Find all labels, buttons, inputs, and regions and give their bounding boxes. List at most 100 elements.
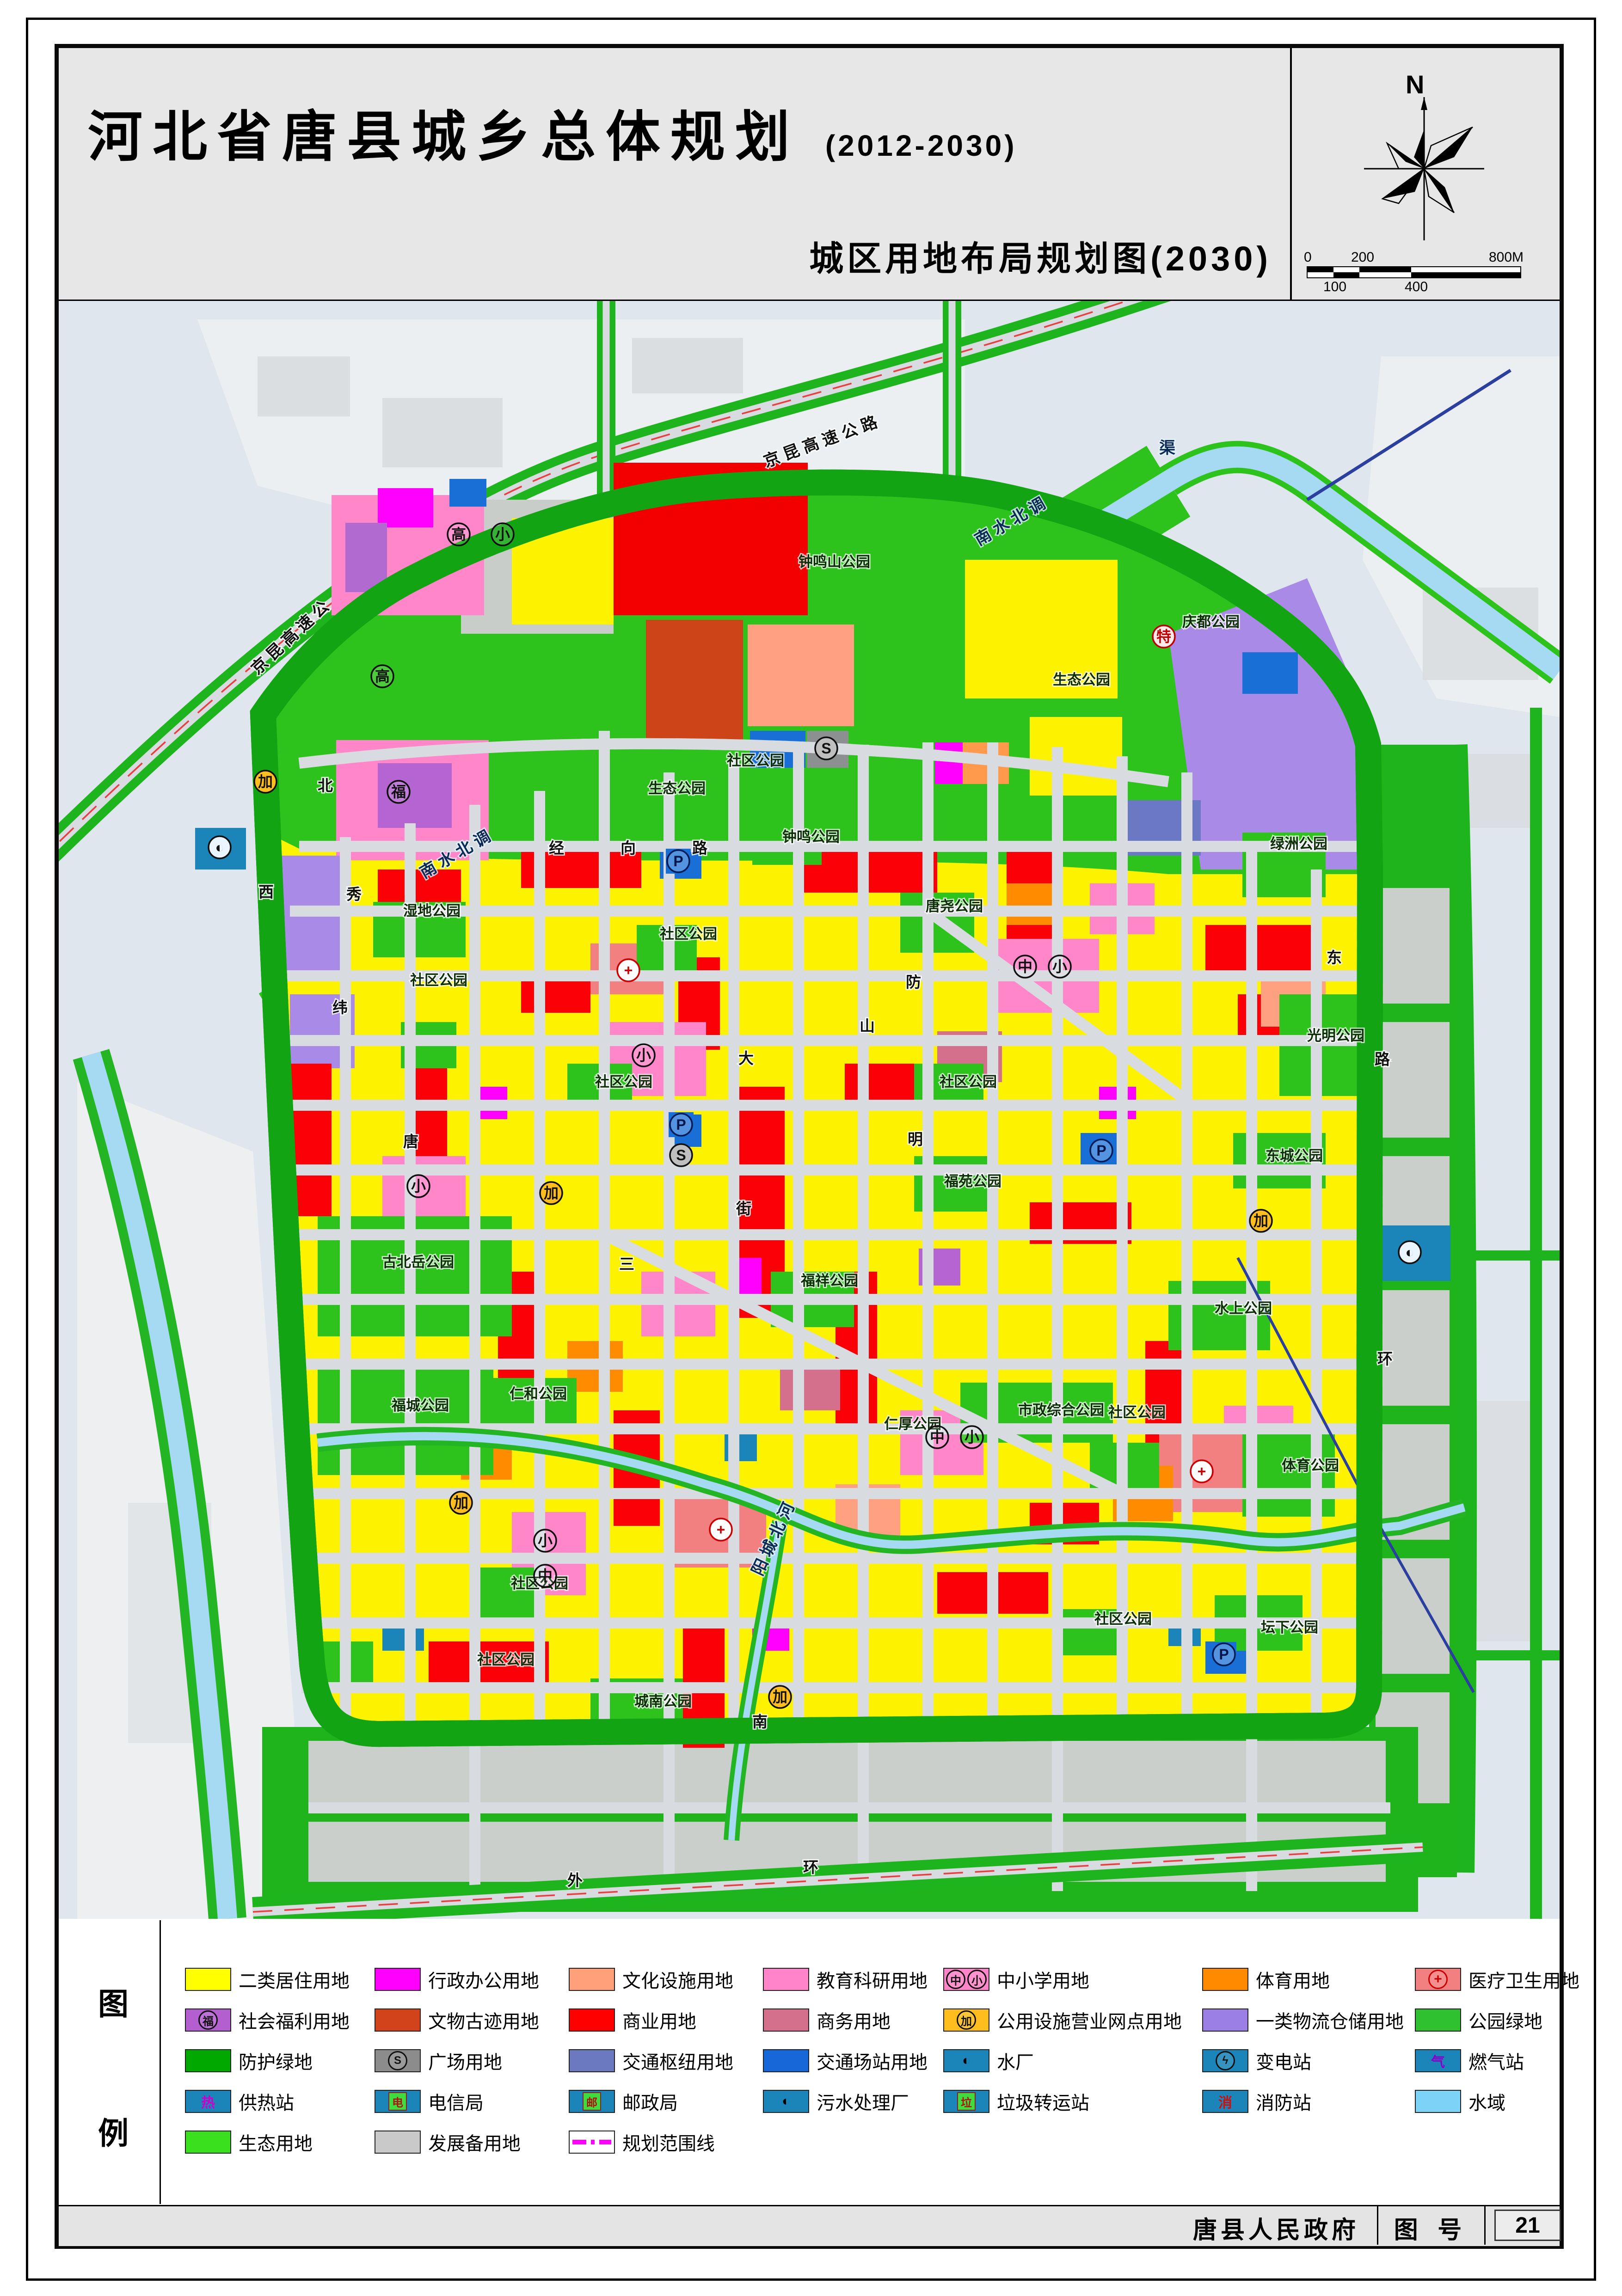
map-marker-parking: P (666, 849, 691, 874)
map-label-road: 大 (738, 1050, 754, 1067)
legend-panel-char-bottom: 例 (98, 2116, 129, 2150)
map-marker-facility: 中 (1013, 955, 1037, 979)
legend-label: 规划范围线 (622, 2134, 715, 2154)
legend-divider (160, 1920, 161, 2204)
map-marker-facility: S (669, 1143, 693, 1167)
map-label-park: 坛下公园 (1261, 1619, 1318, 1635)
legend-item: 一类物流仓储用地 (1202, 2000, 1415, 2040)
map-marker-facility: 小 (491, 522, 515, 546)
map-marker-facility: 小 (406, 1174, 430, 1198)
legend-swatch (185, 2049, 231, 2072)
scale-tick: 400 (1405, 279, 1428, 294)
west-river (81, 1052, 237, 1919)
legend-swatch-icon: 热 (201, 2095, 215, 2111)
legend-item: 邮 邮政局 (569, 2081, 763, 2122)
map-label-park: 社区公园 (727, 753, 784, 769)
legend-swatch: ϟ (1202, 2049, 1248, 2072)
legend-swatch-icon: 消 (1218, 2095, 1232, 2111)
legend-label: 商业用地 (622, 2012, 696, 2032)
legend-swatch (763, 2008, 809, 2032)
map-label-park: 社区公园 (1094, 1611, 1152, 1627)
legend-item: ◐ 水厂 (943, 2040, 1202, 2081)
legend-swatch: + (1415, 1968, 1461, 1991)
legend-item: S 广场用地 (375, 2040, 569, 2081)
page-subtitle: 城区用地布局规划图(2030) (809, 239, 1272, 278)
map-marker-facility: 高 (370, 664, 394, 688)
svg-text:◐: ◐ (1405, 1244, 1414, 1261)
map-marker-facility: S (814, 736, 838, 760)
legend-swatch: 气 (1415, 2049, 1461, 2072)
legend-swatch (375, 1968, 421, 1991)
map-label-road: 环 (1377, 1350, 1393, 1367)
map-label-road: 东 (1327, 949, 1342, 966)
svg-text:加: 加 (454, 1494, 468, 1511)
legend-swatch-icon: ϟ (1216, 2051, 1235, 2070)
map-label-park: 城南公园 (634, 1693, 692, 1709)
legend-label: 垃圾转运站 (997, 2093, 1089, 2113)
legend-label: 公园绿地 (1468, 2012, 1542, 2032)
legend-item: 防护绿地 (185, 2040, 375, 2081)
scale-bar-strip (1307, 266, 1521, 278)
svg-text:+: + (624, 962, 633, 979)
legend-swatch (763, 1968, 809, 1991)
map-marker-parking: P (1211, 1642, 1236, 1667)
map-label-park: 庆都公园 (1182, 614, 1240, 630)
legend-label: 邮政局 (622, 2093, 678, 2113)
map-label-park: 古北岳公园 (382, 1254, 454, 1270)
legend-label: 变电站 (1256, 2052, 1311, 2073)
legend-panel-label: 图 例 (88, 1937, 139, 2196)
map-marker-facility: 特 (1152, 625, 1176, 649)
legend-swatch-icon: ◐ (962, 2053, 971, 2068)
map-label-road: 唐 (403, 1133, 418, 1150)
svg-text:小: 小 (636, 1047, 651, 1064)
svg-text:S: S (676, 1147, 686, 1163)
legend-swatch (185, 1968, 231, 1991)
map-label-park: 生态公园 (648, 780, 706, 796)
header-band (59, 48, 1560, 300)
svg-text:加: 加 (258, 773, 273, 790)
map-label-park: 福城公园 (391, 1397, 449, 1414)
svg-text:P: P (1219, 1646, 1229, 1663)
legend-swatch-icon: 中小 (946, 1970, 987, 1989)
map-label-road: 路 (1375, 1051, 1390, 1068)
legend-swatch (763, 2049, 809, 2072)
svg-text:+: + (717, 1521, 725, 1538)
map-marker-parking: P (1089, 1138, 1114, 1163)
map-marker-hospital: + (709, 1518, 733, 1542)
map-marker-water-plant: ◐ (208, 835, 232, 859)
map-label-park: 社区公园 (511, 1575, 568, 1592)
legend-swatch (1415, 2090, 1461, 2113)
legend-item: ϟ 变电站 (1202, 2040, 1415, 2081)
legend-item: 体育用地 (1202, 1959, 1415, 2000)
footer-publisher: 唐县人民政府 (1192, 2217, 1359, 2244)
legend-swatch: 中小 (943, 1968, 989, 1991)
map-marker-hospital: + (1190, 1459, 1214, 1483)
legend-item: 行政办公用地 (375, 1959, 569, 2000)
map-label-road: 路 (692, 839, 708, 857)
legend-label: 商务用地 (817, 2012, 891, 2032)
map-marker-water-plant: ◐ (1398, 1240, 1422, 1264)
legend-item: 交通场站用地 (763, 2040, 943, 2081)
map-label-road: 西 (258, 883, 274, 900)
legend-label: 交通枢纽用地 (622, 2052, 733, 2073)
scale-row (1308, 272, 1520, 277)
map-marker-facility: 中 (533, 1564, 557, 1588)
legend-swatch: 热 (185, 2090, 231, 2113)
svg-text:P: P (673, 853, 683, 869)
svg-text:加: 加 (544, 1185, 559, 1201)
map-marker-gas-station: 加 (768, 1685, 792, 1709)
map-marker-gas-station: 加 (539, 1181, 563, 1205)
page-inner-frame (55, 44, 1564, 2249)
ring-road-boundary (250, 483, 1383, 1734)
map-marker-hospital: + (616, 958, 640, 982)
map-marker-facility: 福 (387, 780, 411, 804)
legend-item: 教育科研用地 (763, 1959, 943, 2000)
map-label-road: 纬 (332, 999, 348, 1016)
legend-label: 污水处理厂 (817, 2093, 909, 2113)
road-grid (278, 731, 1390, 1891)
legend-item: 商业用地 (569, 2000, 763, 2040)
legend-swatch-icon: 气 (1431, 2055, 1445, 2070)
legend-label: 交通场站用地 (817, 2052, 928, 2073)
legend-label: 电信局 (428, 2093, 484, 2113)
legend-item: 商务用地 (763, 2000, 943, 2040)
